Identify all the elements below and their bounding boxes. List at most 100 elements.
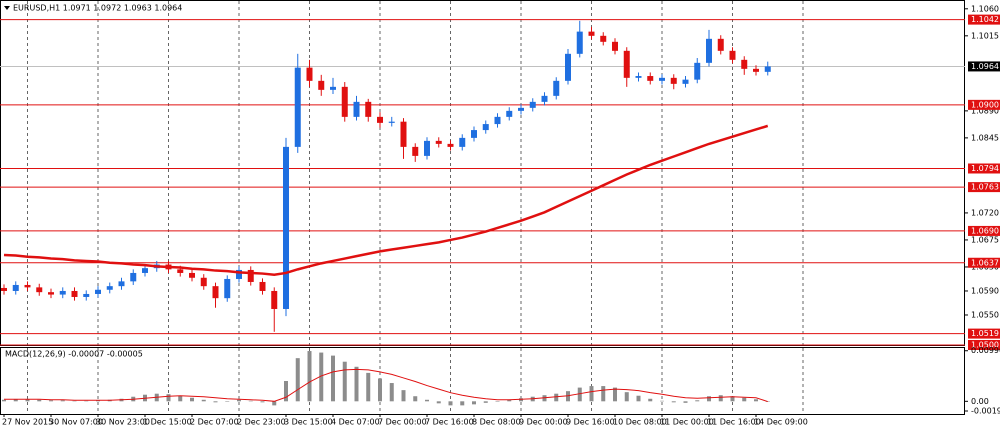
menu-arrow[interactable] [4,6,10,10]
x-tick-label: 11 Dec 00:00 [660,418,714,427]
candle-body [189,272,195,278]
x-tick-label: 11 Dec 16:00 [707,418,761,427]
y-tick-label: 1.0550 [971,310,999,319]
candle-body [459,137,466,147]
macd-bar [554,393,559,402]
x-tick-label: 7 Dec 00:00 [378,418,427,427]
candle-body [36,287,43,293]
macd-bar [389,383,394,402]
x-tick-label: 3 Dec 15:00 [284,418,333,427]
macd-bar [319,352,324,402]
candle-body [553,80,560,96]
macd-bar [483,401,488,403]
macd-bar [507,399,512,402]
chart-title: EURUSD,H1 1.0971 1.0972 1.0963 1.0964 [13,4,182,13]
candle-body [682,79,689,84]
candle-body [635,76,642,78]
y-tick-label: 1.0845 [971,133,999,142]
candle-body [24,284,31,288]
macd-bar [577,387,582,402]
macd-bar [671,401,676,403]
macd-bar [272,401,277,406]
level-label: 1.0637 [971,258,999,267]
macd-bar [472,401,476,405]
x-tick-label: 1 Dec 15:00 [143,418,192,427]
candle-body [95,289,101,294]
macd-bar [72,400,77,402]
macd-bar [448,401,453,406]
level-label-box [968,163,1000,174]
candle-body [741,59,748,69]
candle-body [565,53,571,81]
candle-body [588,31,595,36]
macd-bar [730,396,735,402]
candle-body [576,31,583,54]
macd-bar [13,399,18,402]
macd-bar [519,398,523,402]
macd-bar [307,351,312,402]
macd-bar [624,392,629,402]
candle-body [259,281,266,291]
macd-bar [436,401,441,404]
candle-body [330,86,336,90]
macd-bar [295,358,300,402]
macd-bar [707,396,711,402]
macd-bar [37,399,42,402]
candle-body [482,124,489,131]
candle-body [447,143,454,147]
macd-bar [401,390,406,402]
candle-body [541,95,548,102]
macd-bar [683,401,688,403]
level-label-box [968,182,1000,193]
candle-body [118,281,125,287]
x-tick-label: 30 Nov 23:00 [96,418,150,427]
candle-body [48,292,54,295]
macd-bar [413,396,418,402]
macd-bar [342,361,347,402]
candle-body [247,269,254,282]
y-tick-label: 1.0720 [971,208,999,217]
x-tick-label: 9 Dec 16:00 [566,418,615,427]
macd-bar [566,391,570,402]
macd-bar [213,401,218,403]
candle-body [400,121,407,147]
candle-body [365,101,372,117]
level-label-box [968,328,1000,339]
candle-body [694,62,701,80]
candle-body [12,284,19,291]
x-tick-label: 8 Dec 08:00 [472,418,521,427]
macd-bar [201,399,206,402]
macd-bar [636,395,641,402]
level-label: 1.0690 [971,226,999,235]
macd-bar [2,399,6,402]
candle-body [377,116,383,123]
macd-bar [589,386,594,402]
level-label-box [968,99,1000,110]
candle-body [518,107,524,111]
indicator-tick-label: -0.00191 [971,407,1000,416]
level-label: 1.0900 [971,100,999,109]
x-tick-label: 7 Dec 16:00 [425,418,474,427]
macd-bar [178,395,183,402]
x-tick-label: 27 Nov 2015 [2,418,53,427]
macd-bar [425,399,429,402]
indicator-tick-label: 0.00996 [971,346,1000,355]
x-tick-label: 14 Dec 09:00 [754,418,808,427]
main-panel [0,0,965,346]
candle-body [341,86,348,117]
indicator-panel [0,347,965,415]
candle-body [236,269,242,279]
candle-body [612,41,618,51]
macd-bar [354,366,359,402]
candle-body [623,50,630,78]
macd-bar [495,401,500,402]
macd-bar [695,400,700,402]
candle-body [130,272,137,282]
candle-body [271,290,278,309]
candle-body [71,290,78,297]
candle-body [435,140,442,144]
candle-body [200,277,207,287]
signal-line [4,368,768,403]
candle-body [412,146,419,156]
